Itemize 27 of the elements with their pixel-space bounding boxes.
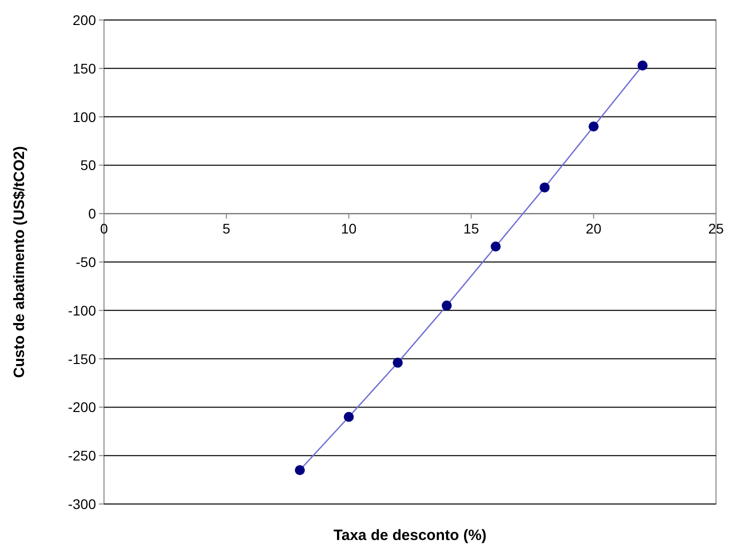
point [540,182,550,192]
y-tick-label: 200 [72,12,96,28]
x-tick-label: 20 [586,220,602,237]
point [392,358,403,368]
y-tick-label: -50 [76,254,96,270]
y-tick-label: 50 [80,157,96,174]
y-tick-label: 100 [72,108,96,125]
y-tick-label: -250 [68,448,96,464]
point [638,60,648,70]
x-tick-label: 0 [100,220,108,237]
x-tick-label: 25 [708,220,724,237]
point [294,465,305,476]
point [442,300,452,311]
point [344,412,354,422]
point [490,242,501,252]
y-tick-label: 0 [88,206,96,222]
y-tick-label: -300 [68,496,96,512]
x-axis-title: Taxa de desconto (%) [333,527,487,544]
y-axis-title: Custo de abatimento (US$/tCO2) [11,146,28,378]
y-tick-label: -200 [68,399,96,416]
point [588,121,599,132]
y-tick-label: -100 [68,302,96,318]
x-tick-label: 10 [341,220,357,237]
x-tick-label: 15 [463,220,480,237]
x-tick-label: 5 [222,220,230,237]
y-tick-label: -150 [68,350,96,367]
y-tick-label: 150 [72,60,96,76]
